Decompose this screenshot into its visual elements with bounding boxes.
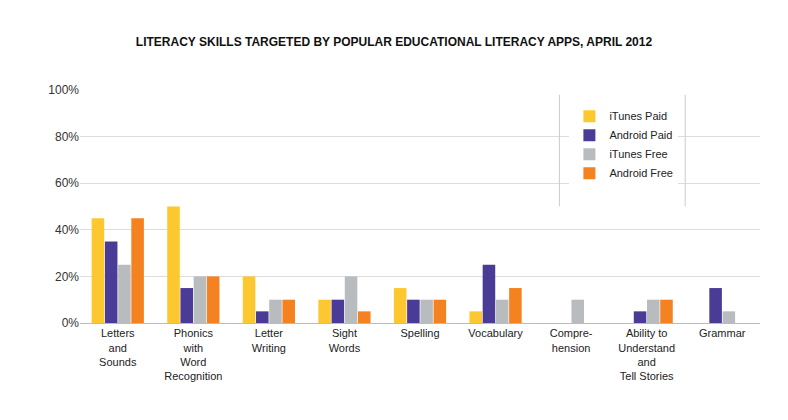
- svg-text:60%: 60%: [55, 176, 79, 190]
- svg-text:Android Paid: Android Paid: [609, 129, 672, 141]
- svg-text:Compre-hension: Compre-hension: [550, 327, 593, 353]
- svg-text:SightWords: SightWords: [329, 327, 361, 353]
- svg-text:Spelling: Spelling: [400, 327, 439, 339]
- svg-text:LITERACY SKILLS TARGETED BY PO: LITERACY SKILLS TARGETED BY POPULAR EDUC…: [136, 35, 653, 49]
- svg-text:Android Free: Android Free: [609, 167, 673, 179]
- svg-text:100%: 100%: [48, 83, 79, 97]
- svg-text:Grammar: Grammar: [699, 327, 746, 339]
- svg-text:0%: 0%: [62, 316, 80, 330]
- svg-text:iTunes Paid: iTunes Paid: [609, 110, 667, 122]
- svg-text:PhonicswithWordRecognition: PhonicswithWordRecognition: [164, 327, 222, 382]
- svg-text:80%: 80%: [55, 130, 79, 144]
- svg-text:20%: 20%: [55, 270, 79, 284]
- svg-text:Ability toUnderstandandTell St: Ability toUnderstandandTell Stories: [618, 327, 675, 382]
- svg-text:LettersandSounds: LettersandSounds: [99, 327, 137, 368]
- svg-text:iTunes Free: iTunes Free: [609, 148, 667, 160]
- svg-text:40%: 40%: [55, 223, 79, 237]
- svg-text:Vocabulary: Vocabulary: [468, 327, 523, 339]
- svg-text:LetterWriting: LetterWriting: [252, 327, 286, 353]
